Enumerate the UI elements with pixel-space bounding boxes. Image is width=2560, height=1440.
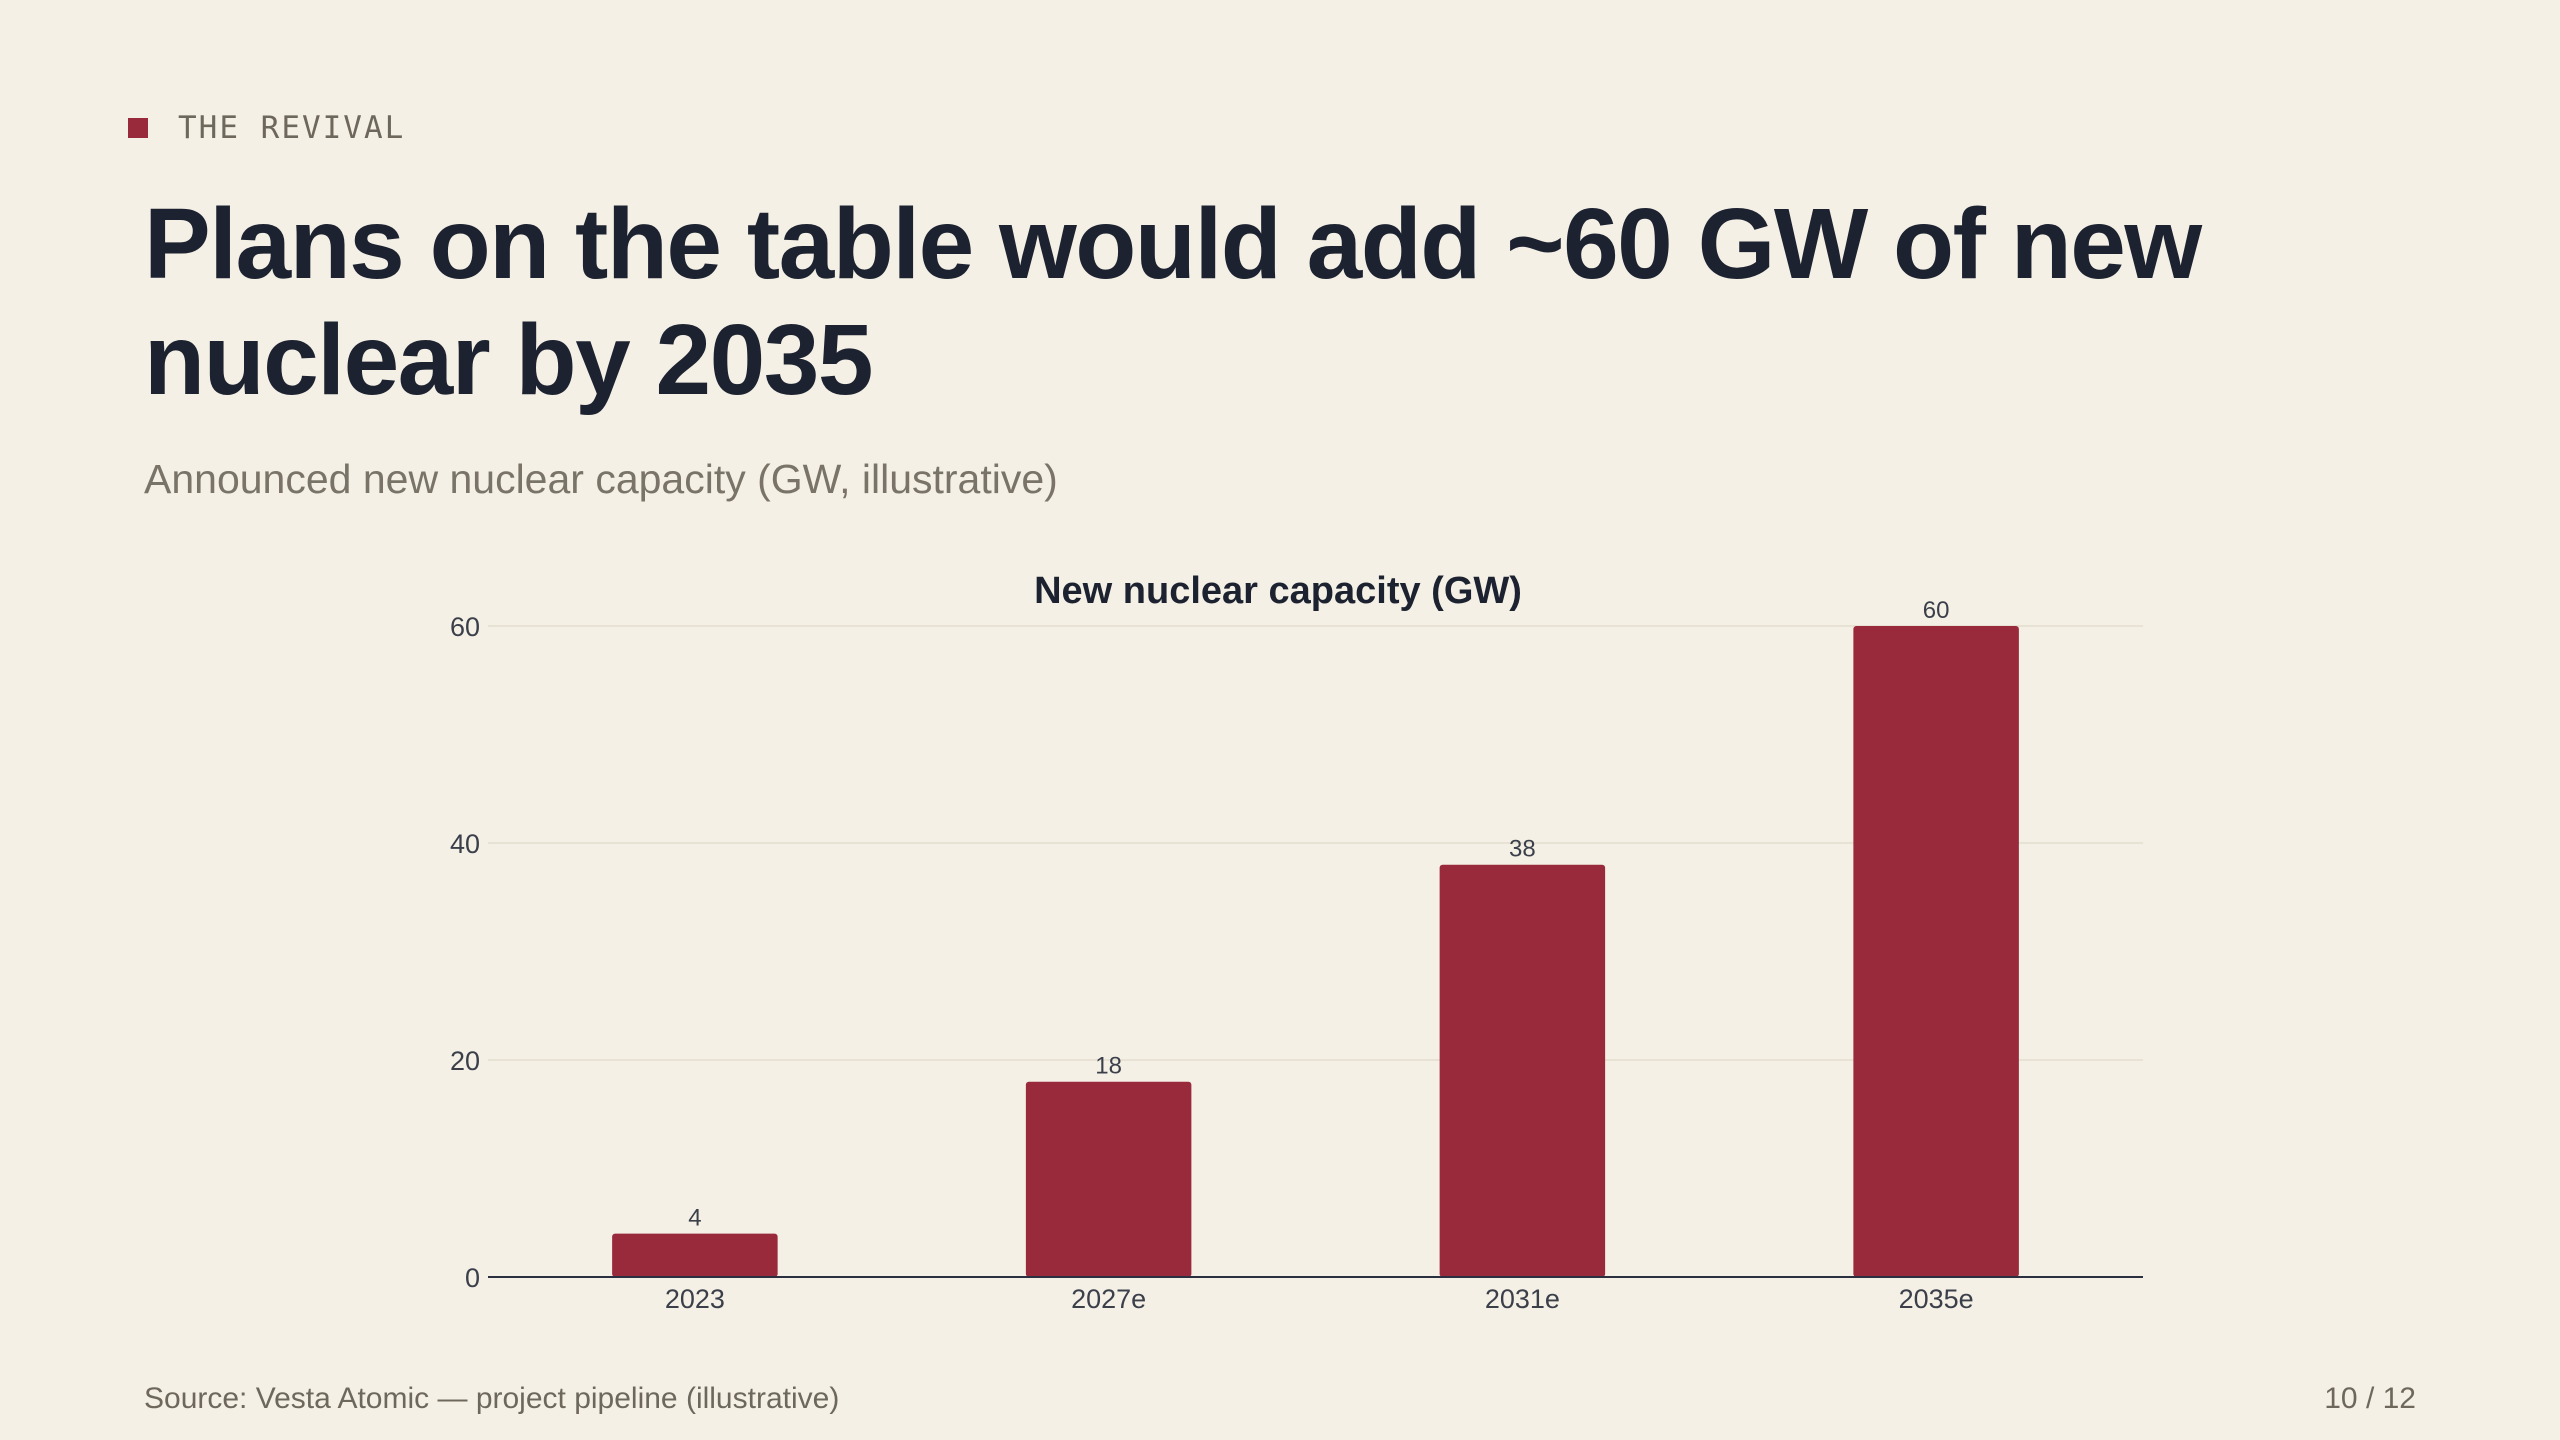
y-tick-label: 0 [465,1263,480,1293]
slide-headline: Plans on the table would add ~60 GW of n… [144,188,2202,416]
bar-2027e [1025,1081,1192,1277]
data-label: 60 [1923,597,1950,624]
data-label: 18 [1095,1053,1122,1080]
data-label: 4 [688,1205,701,1232]
section-kicker: THE REVIVAL [128,110,405,146]
bar-2023 [612,1233,778,1277]
chart-data-labels: 4 18 38 60 [688,597,1949,1232]
slide-subtitle: Announced new nuclear capacity (GW, illu… [144,456,1058,502]
kicker-label: THE REVIVAL [178,110,406,146]
y-tick-label: 40 [450,829,480,859]
x-axis-ticks: 2023 2027e 2031e 2035e [665,1284,1974,1314]
chart-bars [612,626,2019,1277]
y-tick-label: 60 [450,612,480,642]
y-tick-label: 20 [450,1046,480,1076]
chart-title: New nuclear capacity (GW) [1034,570,1522,612]
x-tick-label: 2023 [665,1284,725,1314]
kicker-square-icon [128,118,148,138]
x-tick-label: 2031e [1485,1284,1560,1314]
footer-source: Source: Vesta Atomic — project pipeline … [144,1382,840,1415]
y-axis-ticks: 0 20 40 60 [450,612,480,1293]
data-label: 38 [1509,836,1536,863]
bar-2031e [1439,864,1606,1277]
x-tick-label: 2035e [1899,1284,1974,1314]
x-tick-label: 2027e [1071,1284,1146,1314]
bar-2035e [1853,626,2019,1277]
page-number: 10 / 12 [2324,1382,2416,1415]
